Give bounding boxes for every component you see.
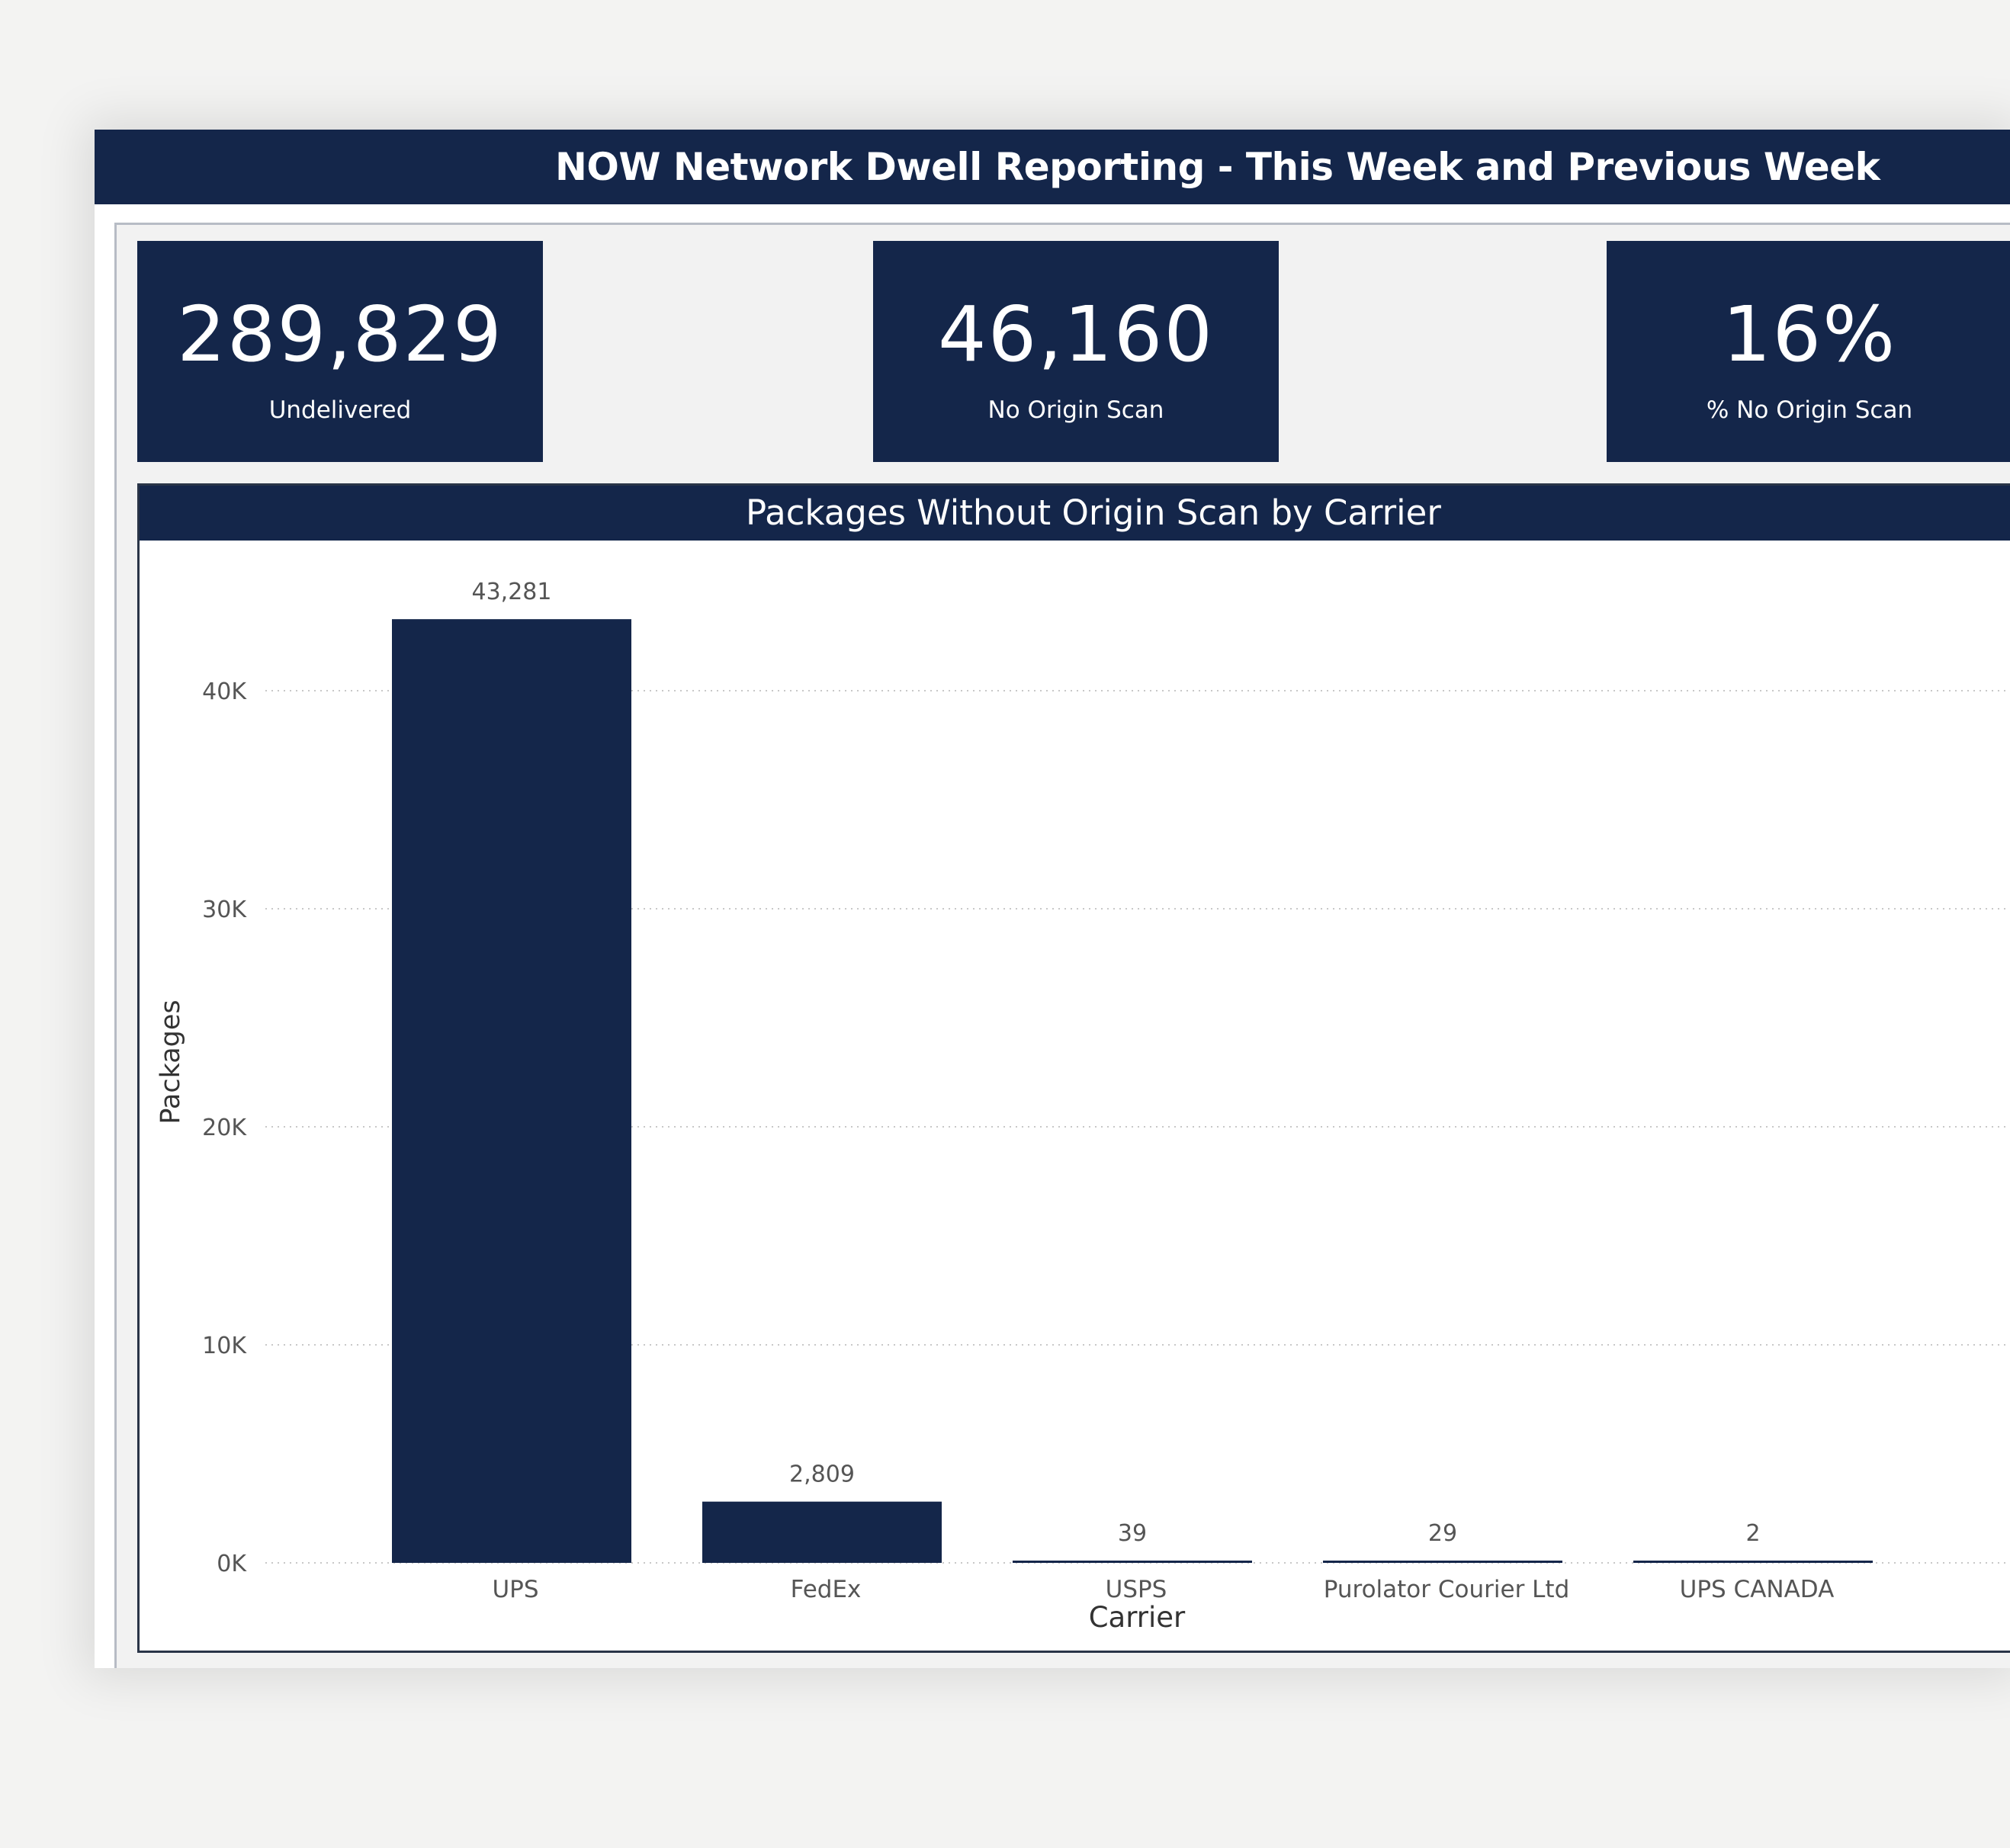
kpi-card-pct-no-origin-scan[interactable]: 16% % No Origin Scan bbox=[1607, 241, 2010, 462]
bar-chart: 0K 10K 20K 30K 40K 43,281 UPS 2,809 FedEx 39 USPS 2… bbox=[156, 579, 2010, 1634]
y-tick-label: 10K bbox=[202, 1333, 247, 1359]
x-tick-label: UPS CANADA bbox=[1680, 1576, 1835, 1603]
kpi-label-pct-no-origin-scan: % No Origin Scan bbox=[1706, 396, 1913, 424]
x-tick-label: USPS bbox=[1106, 1576, 1167, 1603]
report-title: NOW Network Dwell Reporting - This Week … bbox=[555, 145, 1880, 189]
x-tick-label: UPS bbox=[492, 1576, 538, 1603]
kpi-card-undelivered[interactable]: 289,829 Undelivered bbox=[137, 241, 543, 462]
kpi-label-undelivered: Undelivered bbox=[268, 396, 412, 424]
bar-usps[interactable] bbox=[1013, 1561, 1252, 1563]
x-tick-label: FedEx bbox=[791, 1576, 862, 1603]
data-label: 2 bbox=[1745, 1520, 1760, 1547]
x-tick-label: Purolator Courier Ltd bbox=[1324, 1576, 1570, 1603]
report-header: NOW Network Dwell Reporting - This Week … bbox=[95, 130, 2010, 204]
data-label: 43,281 bbox=[472, 579, 552, 605]
y-tick-label: 0K bbox=[217, 1551, 247, 1577]
bar-ups-canada[interactable] bbox=[1633, 1561, 1873, 1563]
chart-title-bar: Packages Without Origin Scan by Carrier bbox=[140, 486, 2010, 541]
chart-panel: Packages Without Origin Scan by Carrier … bbox=[137, 483, 2010, 1653]
x-axis-title: Carrier bbox=[1089, 1601, 1186, 1634]
y-tick-label: 20K bbox=[202, 1115, 247, 1141]
data-label: 39 bbox=[1118, 1520, 1147, 1547]
y-tick-label: 30K bbox=[202, 897, 247, 923]
data-label: 2,809 bbox=[789, 1461, 855, 1488]
kpi-card-no-origin-scan[interactable]: 46,160 No Origin Scan bbox=[873, 241, 1279, 462]
bar-ups[interactable] bbox=[392, 619, 631, 1564]
kpi-value-undelivered: 289,829 bbox=[177, 290, 503, 379]
chart-title: Packages Without Origin Scan by Carrier bbox=[746, 492, 1441, 533]
bar-purolator-courier-ltd[interactable] bbox=[1323, 1561, 1562, 1563]
kpi-label-no-origin-scan: No Origin Scan bbox=[987, 396, 1164, 424]
kpi-value-no-origin-scan: 46,160 bbox=[938, 290, 1214, 379]
y-tick-label: 40K bbox=[202, 679, 247, 705]
data-label: 29 bbox=[1428, 1520, 1457, 1547]
bar-fedex[interactable] bbox=[702, 1501, 942, 1563]
y-axis-title: Packages bbox=[156, 999, 186, 1124]
kpi-value-pct-no-origin-scan: 16% bbox=[1722, 290, 1897, 379]
